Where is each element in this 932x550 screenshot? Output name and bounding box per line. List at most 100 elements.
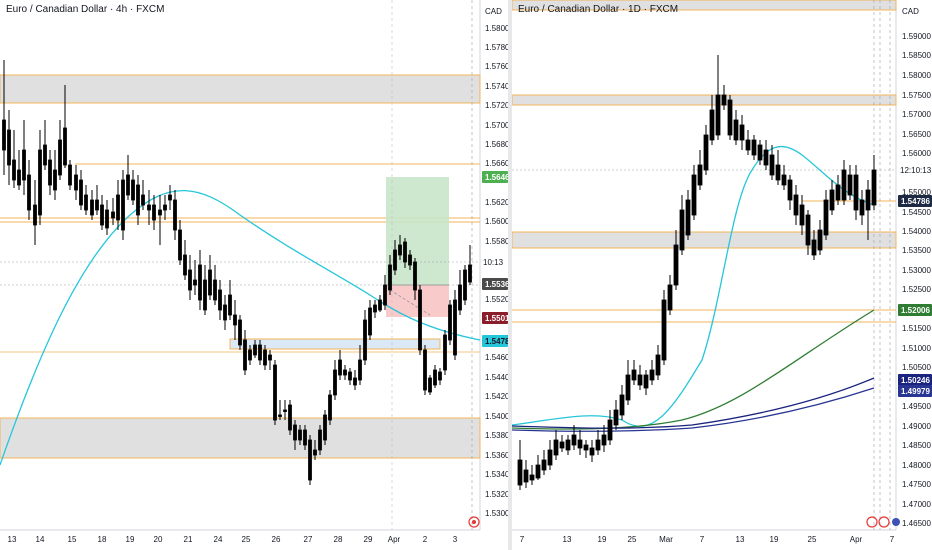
y-tick: 1.53200 <box>485 490 508 499</box>
candle-body <box>233 314 237 326</box>
candle-body <box>141 194 145 206</box>
y-tick: 1.57000 <box>485 121 508 130</box>
candle-body <box>48 159 52 186</box>
candle-body <box>2 119 6 151</box>
candle-body <box>388 264 392 291</box>
y-tick: 1.57600 <box>485 62 508 71</box>
candle-body <box>68 164 72 186</box>
candle-body <box>263 349 267 366</box>
y-tick: 1.57500 <box>902 91 931 100</box>
left-chart-title: Euro / Canadian Dollar · 4h · FXCM <box>6 4 165 15</box>
candle-body <box>583 444 589 451</box>
candle-body <box>243 339 247 371</box>
candle-body <box>841 169 847 201</box>
candle-body <box>348 371 352 381</box>
ma-navy2-badge-bg <box>898 385 932 397</box>
candle-body <box>517 459 523 486</box>
candle-body <box>865 189 871 211</box>
y-tick: 1.53500 <box>902 246 931 255</box>
y-tick: 1.48500 <box>902 441 931 450</box>
candle-body <box>308 439 312 481</box>
candle-body <box>859 199 865 216</box>
y-tick: 1.50500 <box>902 363 931 372</box>
candle-body <box>90 199 94 216</box>
candle-body <box>463 269 467 301</box>
right-chart-panel[interactable]: 1.59000 1.58500 1.58000 1.57500 1.57000 1.565… <box>512 0 932 550</box>
candle-body <box>769 154 775 176</box>
ma-green-badge-bg <box>898 304 932 316</box>
candle-body <box>655 354 661 376</box>
y-tick: 1.49500 <box>902 402 931 411</box>
candle-body <box>428 377 432 393</box>
candle-body <box>105 209 109 229</box>
current-price-badge-bg <box>482 278 508 290</box>
candle-body <box>423 349 427 391</box>
candle-body <box>443 334 447 371</box>
x-tick: 13 <box>563 535 572 544</box>
y-tick: 1.47500 <box>902 480 931 489</box>
candle-body <box>358 359 362 381</box>
candle-body <box>228 294 232 316</box>
pane-divider[interactable] <box>508 0 512 550</box>
y-tick: 1.53600 <box>485 451 508 460</box>
candle-body <box>343 369 347 376</box>
left-chart-panel[interactable]: 1.58000 1.57800 1.57600 1.57400 1.57200 1.570… <box>0 0 508 550</box>
stop-price-badge: 1.55014 <box>485 314 508 323</box>
alert-icon-2 <box>878 516 890 528</box>
candle-body <box>637 374 643 386</box>
y-tick: 1.59000 <box>902 32 931 41</box>
y-tick: 1.53400 <box>485 470 508 479</box>
candle-body <box>577 439 583 449</box>
candle-body <box>193 279 197 286</box>
candle-body <box>631 369 637 381</box>
candle-body <box>835 184 841 201</box>
alert-icon <box>468 516 480 528</box>
candle-body <box>757 144 763 161</box>
y-tick: 1.53800 <box>485 431 508 440</box>
x-tick: 3 <box>453 535 458 544</box>
y-tick: 1.49000 <box>902 422 931 431</box>
trade-path <box>389 289 431 316</box>
y-tick: 1.47000 <box>902 500 931 509</box>
candle-body <box>121 179 125 231</box>
candle-body <box>438 371 442 381</box>
currency-label: CAD <box>485 7 502 16</box>
right-chart-canvas[interactable]: 1.59000 1.58500 1.58000 1.57500 1.57000 1.565… <box>512 0 932 550</box>
y-tick: 1.56500 <box>902 130 931 139</box>
candle-body <box>523 469 529 483</box>
x-tick: 15 <box>68 535 77 544</box>
candle-body <box>318 429 322 451</box>
candle-body <box>323 414 327 441</box>
candle-body <box>58 139 62 176</box>
candle-body <box>95 199 99 211</box>
candle-body <box>203 279 207 311</box>
candle-body <box>793 194 799 216</box>
candle-body <box>453 299 457 356</box>
y-tick: 1.56800 <box>485 140 508 149</box>
left-chart-canvas[interactable]: 1.58000 1.57800 1.57600 1.57400 1.57200 1.570… <box>0 0 508 550</box>
candle-body <box>63 127 67 166</box>
candle-body <box>715 94 721 136</box>
candle-body <box>38 149 42 216</box>
candle-body <box>147 204 151 211</box>
y-tick: 1.54600 <box>485 353 508 362</box>
candle-body <box>136 184 140 216</box>
stop-price-badge-bg <box>482 312 508 324</box>
candle-body <box>178 229 182 261</box>
candle-body <box>378 299 382 311</box>
candle-body <box>17 169 21 186</box>
y-tick: 1.51000 <box>902 344 931 353</box>
candle-body <box>787 179 793 201</box>
candle-body <box>278 414 282 417</box>
y-tick: 1.56200 <box>485 198 508 207</box>
candle-body <box>649 369 655 381</box>
candle-body <box>303 429 307 446</box>
candle-body <box>418 289 422 351</box>
y-tick: 1.57400 <box>485 82 508 91</box>
candle-body <box>43 144 47 166</box>
candle-body <box>27 174 31 211</box>
x-tick: 29 <box>364 535 373 544</box>
x-tick: 21 <box>184 535 193 544</box>
y-tick: 1.58500 <box>902 51 931 60</box>
candle-body <box>685 199 691 236</box>
